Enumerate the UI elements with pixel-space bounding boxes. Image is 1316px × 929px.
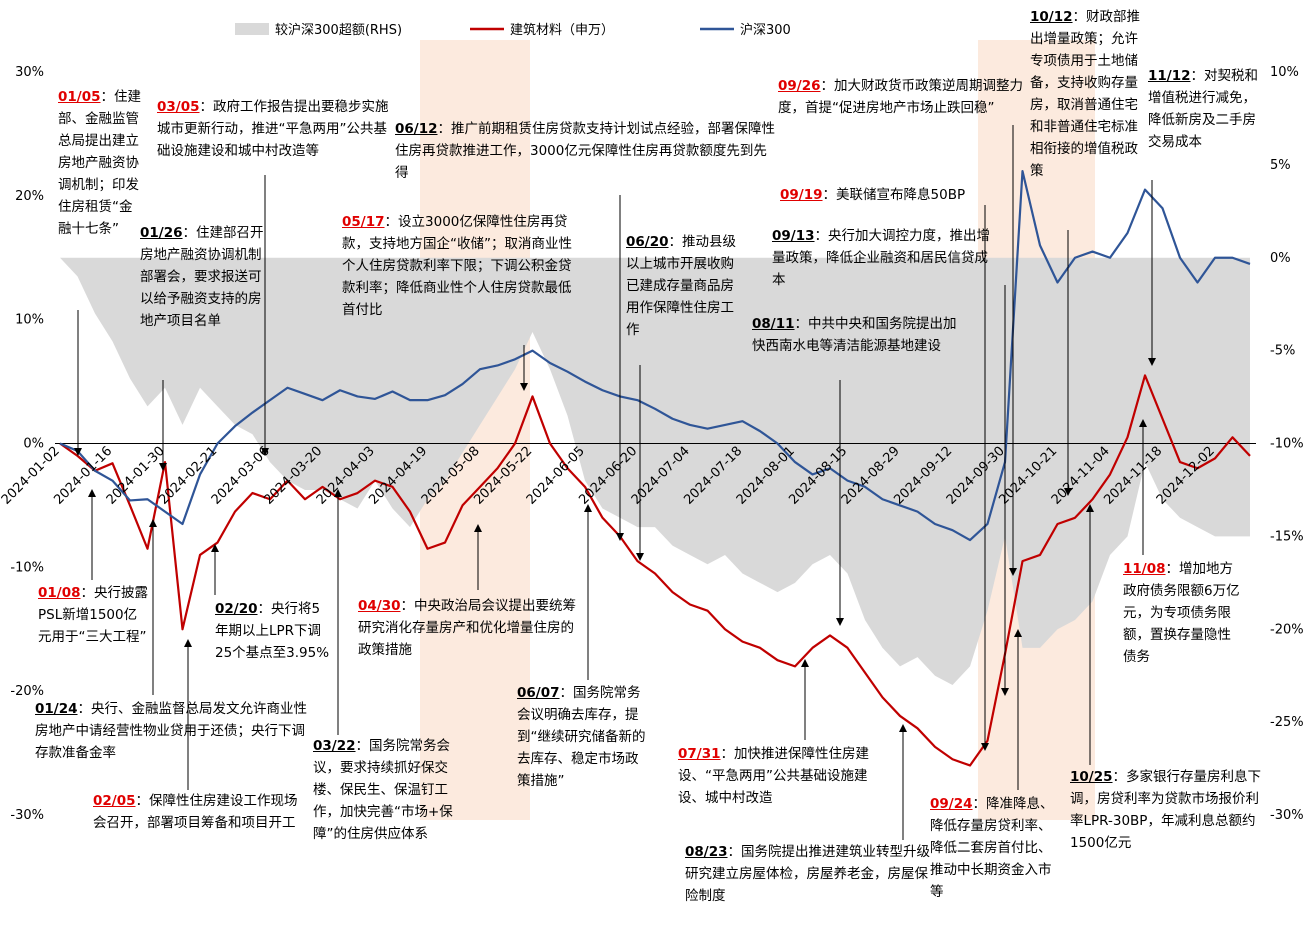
annotation-date: 02/20 <box>215 601 258 617</box>
annotation-date: 08/23 <box>685 844 728 860</box>
annotation-text: ：设立3000亿保障性住房再贷款，支持地方国企“收储”；取消商业性个人住房贷款利… <box>342 214 572 318</box>
annotation-date: 01/08 <box>38 585 81 601</box>
annotation-text: ：多家银行存量房利息下调，房贷利率为贷款市场报价利率LPR-30BP，年减利息总… <box>1070 769 1262 851</box>
annotation-text: ：央行披露PSL新增1500亿元用于“三大工程” <box>38 585 149 645</box>
annotation-text: ：对契税和增值税进行减免，降低新房及二手房交易成本 <box>1148 68 1259 150</box>
area <box>60 257 1250 685</box>
annotation-text: ：加大财政货币政策逆周期调整力度，首提“促进房地产市场止跌回稳” <box>778 78 1024 116</box>
annotation-text: ：国务院提出推进建筑业转型升级研究建立房屋体检，房屋养老金，房屋保险制度 <box>685 844 931 904</box>
annotation: 10/25：多家银行存量房利息下调，房贷利率为贷款市场报价利率LPR-30BP，… <box>1070 766 1262 854</box>
annotation: 01/05：住建部、金融监管总局提出建立房地产融资协调机制；印发住房租赁“金融十… <box>58 86 144 240</box>
annotation-text: ：政府工作报告提出要稳步实施城市更新行动，推进“平急两用”公共基础设施建设和城中… <box>157 99 389 159</box>
annotation-date: 09/13 <box>772 228 815 244</box>
y2-tick-label: -30% <box>1270 808 1304 823</box>
annotation: 01/08：央行披露PSL新增1500亿元用于“三大工程” <box>38 582 150 648</box>
annotation: 09/19：美联储宣布降息50BP <box>780 184 1035 206</box>
legend-swatch <box>235 23 269 35</box>
annotation: 03/05：政府工作报告提出要稳步实施城市更新行动，推进“平急两用”公共基础设施… <box>157 96 397 162</box>
annotation-date: 09/26 <box>778 78 821 94</box>
legend-label: 较沪深300超额(RHS) <box>275 22 402 38</box>
y-tick-label: -30% <box>10 808 44 823</box>
annotation-text: ：降准降息、降低存量房贷利率、降低二套房首付比、推动中长期资金入市等 <box>930 796 1054 900</box>
annotation-text: ：中共中央和国务院提出加快西南水电等清洁能源基地建设 <box>752 316 957 354</box>
annotation-text: ：保障性住房建设工作现场会召开，部署项目筹备和项目开工 <box>93 793 298 831</box>
y-tick-label: 0% <box>23 437 44 452</box>
y-tick-label: -10% <box>10 560 44 575</box>
annotation: 06/20：推动县级以上城市开展收购已建成存量商品房用作保障性住房工作 <box>626 231 741 341</box>
annotation: 02/05：保障性住房建设工作现场会召开，部署项目筹备和项目开工 <box>93 790 303 834</box>
annotation-date: 01/05 <box>58 89 101 105</box>
annotation-text: ：财政部推出增量政策；允许专项债用于土地储备，支持收购存量房，取消普通住宅和非普… <box>1030 9 1141 179</box>
annotation-date: 10/12 <box>1030 9 1073 25</box>
annotation-text: ：央行、金融监督总局发文允许商业性房地产中请经营性物业贷用于还债；央行下调存款准… <box>35 701 308 761</box>
annotation: 09/26：加大财政货币政策逆周期调整力度，首提“促进房地产市场止跌回稳” <box>778 75 1033 119</box>
annotation-date: 06/20 <box>626 234 669 250</box>
annotation-date: 10/25 <box>1070 769 1113 785</box>
annotation: 06/12：推广前期租赁住房贷款支持计划试点经验，部署保障性住房再贷款推进工作，… <box>395 118 775 184</box>
annotation: 03/22：国务院常务会议，要求持续抓好保交楼、保民生、保温钉工作，加快完善“市… <box>313 735 463 845</box>
annotation-date: 06/07 <box>517 685 560 701</box>
annotation-date: 11/12 <box>1148 68 1191 84</box>
y-tick-label: -20% <box>10 684 44 699</box>
y2-tick-label: -25% <box>1270 715 1304 730</box>
y2-tick-label: 5% <box>1270 158 1291 173</box>
annotation: 09/24：降准降息、降低存量房贷利率、降低二套房首付比、推动中长期资金入市等 <box>930 793 1062 903</box>
annotation: 01/26：住建部召开房地产融资协调机制部署会，要求报送可以给予融资支持的房地产… <box>140 222 265 332</box>
legend-label: 沪深300 <box>740 22 791 38</box>
annotation-date: 09/24 <box>930 796 973 812</box>
annotation: 01/24：央行、金融监督总局发文允许商业性房地产中请经营性物业贷用于还债；央行… <box>35 698 315 764</box>
annotation: 10/12：财政部推出增量政策；允许专项债用于土地储备，支持收购存量房，取消普通… <box>1030 6 1150 182</box>
y-tick-label: 20% <box>15 189 44 204</box>
annotation-date: 05/17 <box>342 214 385 230</box>
annotation-date: 01/26 <box>140 225 183 241</box>
legend-label: 建筑材料（申万） <box>510 22 614 38</box>
annotation-date: 01/24 <box>35 701 78 717</box>
annotation: 11/12：对契税和增值税进行减免，降低新房及二手房交易成本 <box>1148 65 1266 153</box>
annotation: 08/23：国务院提出推进建筑业转型升级研究建立房屋体检，房屋养老金，房屋保险制… <box>685 841 933 907</box>
annotation-text: ：推广前期租赁住房贷款支持计划试点经验，部署保障性住房再贷款推进工作，3000亿… <box>395 121 776 181</box>
annotation-text: ：中央政治局会议提出要统筹研究消化存量房产和优化增量住房的政策措施 <box>358 598 577 658</box>
y2-tick-label: -5% <box>1270 344 1295 359</box>
line <box>59 374 1251 767</box>
y2-tick-label: 0% <box>1270 251 1291 266</box>
y2-tick-label: 10% <box>1270 65 1299 80</box>
annotation-date: 03/05 <box>157 99 200 115</box>
annotation-date: 07/31 <box>678 746 721 762</box>
annotation: 04/30：中央政治局会议提出要统筹研究消化存量房产和优化增量住房的政策措施 <box>358 595 583 661</box>
annotation-text: ：国务院常务会议，要求持续抓好保交楼、保民生、保温钉工作，加快完善“市场+保障”… <box>313 738 453 842</box>
annotation-text: ：美联储宣布降息50BP <box>822 187 966 203</box>
annotation: 08/11：中共中央和国务院提出加快西南水电等清洁能源基地建设 <box>752 313 962 357</box>
annotation-text: ：国务院常务会议明确去库存，提到“继续研究储备新的去库存、稳定市场政策措施” <box>517 685 646 789</box>
annotation-text: ：央行加大调控力度，推出增量政策，降低企业融资和居民信贷成本 <box>772 228 991 288</box>
annotation: 07/31：加快推进保障性住房建设、“平急两用”公共基础设施建设、城中村改造 <box>678 743 891 809</box>
y-tick-label: 10% <box>15 313 44 328</box>
annotation-date: 03/22 <box>313 738 356 754</box>
annotation-text: ：增加地方政府债务限额6万亿元，为专项债务限额，置换存量隐性债务 <box>1123 561 1240 665</box>
annotation-date: 08/11 <box>752 316 795 332</box>
y-tick-label: 30% <box>15 65 44 80</box>
annotation-text: ：加快推进保障性住房建设、“平急两用”公共基础设施建设、城中村改造 <box>678 746 870 806</box>
y2-tick-label: -15% <box>1270 529 1304 544</box>
annotation-date: 09/19 <box>780 187 823 203</box>
annotation-text: ：住建部、金融监管总局提出建立房地产融资协调机制；印发住房租赁“金融十七条” <box>58 89 142 237</box>
annotation-text: ：推动县级以上城市开展收购已建成存量商品房用作保障性住房工作 <box>626 234 737 338</box>
annotation: 02/20：央行将5年期以上LPR下调25个基点至3.95% <box>215 598 333 664</box>
annotation-text: ：央行将5年期以上LPR下调25个基点至3.95% <box>215 601 330 661</box>
y2-tick-label: -20% <box>1270 622 1304 637</box>
annotation-date: 02/05 <box>93 793 136 809</box>
annotation: 06/07：国务院常务会议明确去库存，提到“继续研究储备新的去库存、稳定市场政策… <box>517 682 649 792</box>
annotation: 09/13：央行加大调控力度，推出增量政策，降低企业融资和居民信贷成本 <box>772 225 992 291</box>
annotation-date: 06/12 <box>395 121 438 137</box>
annotation: 05/17：设立3000亿保障性住房再贷款，支持地方国企“收储”；取消商业性个人… <box>342 211 582 321</box>
y2-tick-label: -10% <box>1270 437 1304 452</box>
annotation-date: 04/30 <box>358 598 401 614</box>
line <box>59 169 1251 542</box>
annotation: 11/08：增加地方政府债务限额6万亿元，为专项债务限额，置换存量隐性债务 <box>1123 558 1243 668</box>
annotation-text: ：住建部召开房地产融资协调机制部署会，要求报送可以给予融资支持的房地产项目名单 <box>140 225 264 329</box>
annotation-date: 11/08 <box>1123 561 1166 577</box>
